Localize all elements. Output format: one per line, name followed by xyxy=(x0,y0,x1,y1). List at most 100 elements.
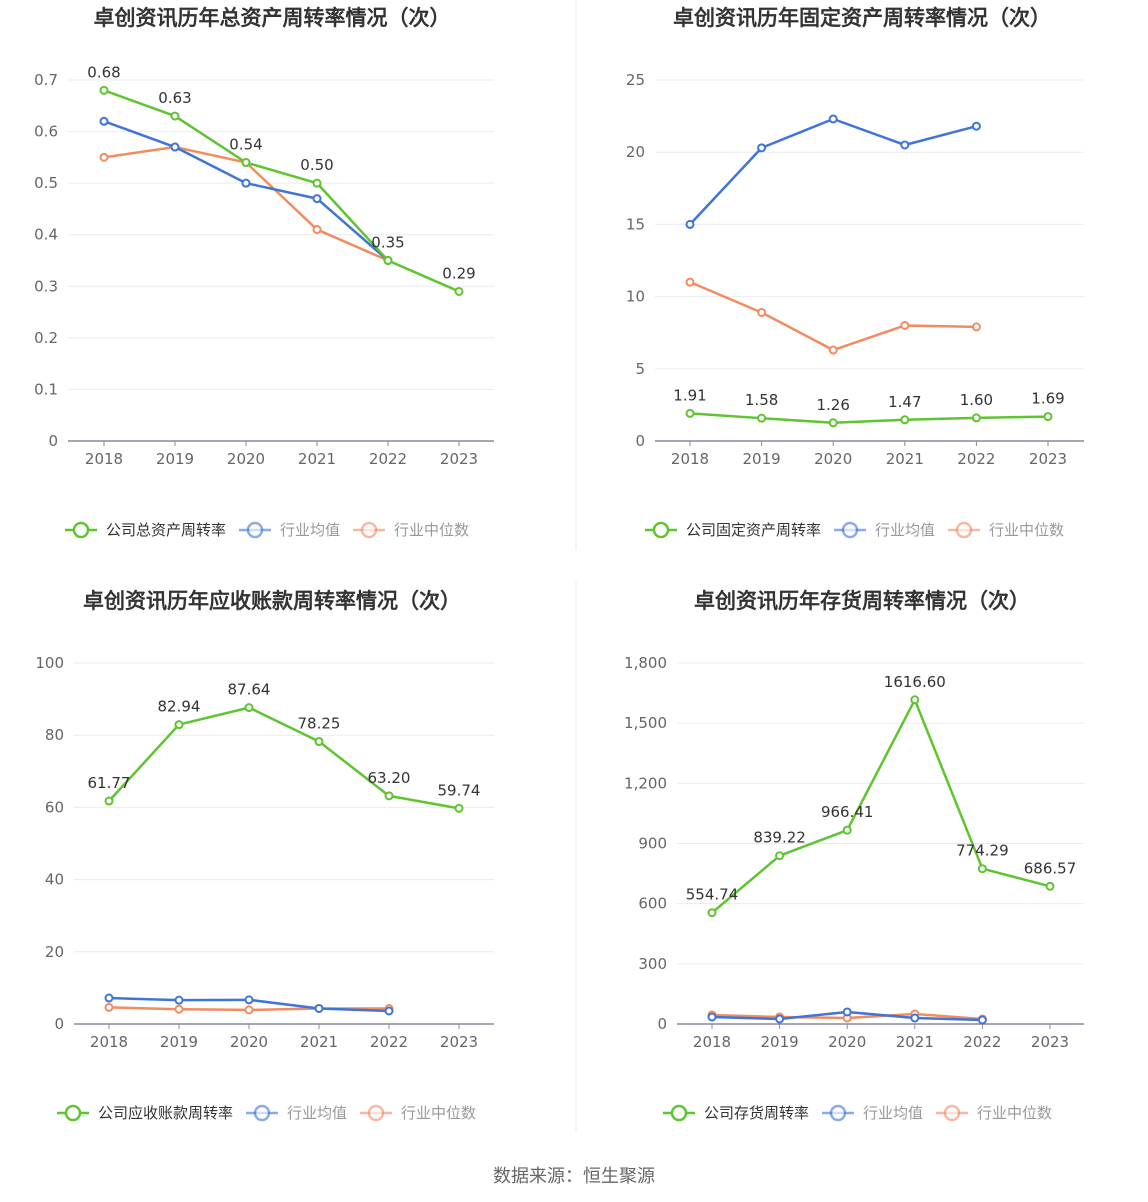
x-tick-label: 2021 xyxy=(896,1033,934,1051)
data-label: 1.26 xyxy=(816,396,849,414)
y-tick-label: 0 xyxy=(657,1015,667,1033)
data-point-median xyxy=(757,307,767,317)
y-tick-label: 0.1 xyxy=(34,380,58,398)
x-tick-label: 2019 xyxy=(761,1033,799,1051)
legend-marker xyxy=(360,521,378,539)
data-point-avg xyxy=(828,114,838,124)
legend-label: 行业中位数 xyxy=(394,521,469,539)
x-tick-label: 2019 xyxy=(160,1033,198,1051)
legend-item-company: 公司应收账款周转率 xyxy=(57,1104,233,1122)
y-tick-label: 0 xyxy=(635,432,645,450)
y-tick-label: 25 xyxy=(626,71,645,89)
data-point-avg xyxy=(174,995,184,1005)
y-tick-label: 0.3 xyxy=(34,277,58,295)
chart-3: 卓创资讯历年应收账款周转率情况（次） 0 20 40 60 80 100 2018 2019 20… xyxy=(35,589,494,1122)
x-tick-label: 2020 xyxy=(230,1033,268,1051)
data-point-company xyxy=(971,413,981,423)
y-tick-label: 0.4 xyxy=(34,226,58,244)
data-point-avg xyxy=(685,219,695,229)
chart-1: 卓创资讯历年总资产周转率情况（次） 0 0.1 0.2 0.3 0.4 0.5 0.6 0.7 2… xyxy=(34,6,494,539)
x-tick-label: 2021 xyxy=(298,450,336,468)
x-tick-label: 2023 xyxy=(1031,1033,1069,1051)
data-point-median xyxy=(104,1002,114,1012)
data-point-company xyxy=(104,796,114,806)
chart-title: 卓创资讯历年应收账款周转率情况（次） xyxy=(83,589,461,613)
series-line-median xyxy=(689,281,977,352)
legend-marker xyxy=(670,1104,688,1122)
data-point-avg xyxy=(910,1013,920,1023)
data-point-avg xyxy=(707,1012,717,1022)
legend-label: 行业均值 xyxy=(280,521,340,539)
data-point-avg xyxy=(170,142,180,152)
data-point-company xyxy=(314,737,324,747)
legend-marker xyxy=(841,521,859,539)
legend-marker xyxy=(652,521,670,539)
data-point-avg xyxy=(977,1015,987,1025)
data-point-company xyxy=(1045,881,1055,891)
legend-label: 公司总资产周转率 xyxy=(106,521,226,539)
y-tick-label: 0.6 xyxy=(34,123,58,141)
x-tick-label: 2018 xyxy=(85,450,123,468)
legend-item-median: 行业中位数 xyxy=(936,1104,1052,1122)
legend-item-median: 行业中位数 xyxy=(360,1104,476,1122)
y-tick-label: 20 xyxy=(626,143,645,161)
data-label: 839.22 xyxy=(753,829,806,847)
legend-label: 公司存货周转率 xyxy=(704,1104,809,1122)
x-tick-label: 2018 xyxy=(693,1033,731,1051)
data-label: 774.29 xyxy=(956,842,1009,860)
legend-label: 行业均值 xyxy=(287,1104,347,1122)
x-tick-label: 2022 xyxy=(369,450,407,468)
y-tick-label: 60 xyxy=(45,798,64,816)
legend-item-avg: 行业均值 xyxy=(246,1104,347,1122)
chart-title: 卓创资讯历年固定资产周转率情况（次） xyxy=(673,6,1051,30)
y-tick-label: 10 xyxy=(626,288,645,306)
data-point-avg xyxy=(384,1006,394,1016)
data-point-company xyxy=(900,415,910,425)
data-label: 82.94 xyxy=(158,698,201,716)
data-label: 0.35 xyxy=(371,234,404,252)
legend-marker xyxy=(955,521,973,539)
legend-item-company: 公司固定资产周转率 xyxy=(645,521,821,539)
legend-label: 行业中位数 xyxy=(401,1104,476,1122)
y-tick-label: 1,800 xyxy=(624,654,667,672)
x-tick-label: 2022 xyxy=(963,1033,1001,1051)
legend-marker xyxy=(367,1104,385,1122)
x-tick-label: 2020 xyxy=(227,450,265,468)
y-tick-label: 20 xyxy=(45,943,64,961)
data-point-company xyxy=(241,158,251,168)
data-label: 59.74 xyxy=(438,781,481,799)
data-point-avg xyxy=(104,993,114,1003)
data-point-median xyxy=(828,345,838,355)
legend-item-median: 行业中位数 xyxy=(948,521,1064,539)
x-tick-label: 2020 xyxy=(814,450,852,468)
data-label: 686.57 xyxy=(1024,859,1077,877)
data-point-median xyxy=(900,320,910,330)
y-tick-label: 0 xyxy=(54,1015,64,1033)
series-line-company xyxy=(711,698,1051,914)
data-point-median xyxy=(685,277,695,287)
legend-marker xyxy=(253,1104,271,1122)
data-point-median xyxy=(244,1005,254,1015)
data-point-company xyxy=(775,851,785,861)
data-label: 1.91 xyxy=(673,386,706,404)
legend-label: 行业中位数 xyxy=(977,1104,1052,1122)
y-tick-label: 0.2 xyxy=(34,329,58,347)
x-tick-label: 2021 xyxy=(886,450,924,468)
data-label: 1.69 xyxy=(1031,390,1064,408)
data-label: 554.74 xyxy=(686,886,739,904)
y-tick-label: 0.5 xyxy=(34,174,58,192)
data-point-company xyxy=(99,85,109,95)
data-label: 87.64 xyxy=(228,681,271,699)
legend-marker xyxy=(829,1104,847,1122)
y-tick-label: 80 xyxy=(45,726,64,744)
y-tick-label: 40 xyxy=(45,871,64,889)
x-tick-label: 2019 xyxy=(743,450,781,468)
data-point-company xyxy=(842,825,852,835)
data-point-company xyxy=(174,720,184,730)
data-point-company xyxy=(757,413,767,423)
data-source-note: 数据来源：恒生聚源 xyxy=(493,1166,655,1187)
legend-item-company: 公司总资产周转率 xyxy=(65,521,226,539)
y-tick-label: 300 xyxy=(638,955,667,973)
data-point-avg xyxy=(971,121,981,131)
